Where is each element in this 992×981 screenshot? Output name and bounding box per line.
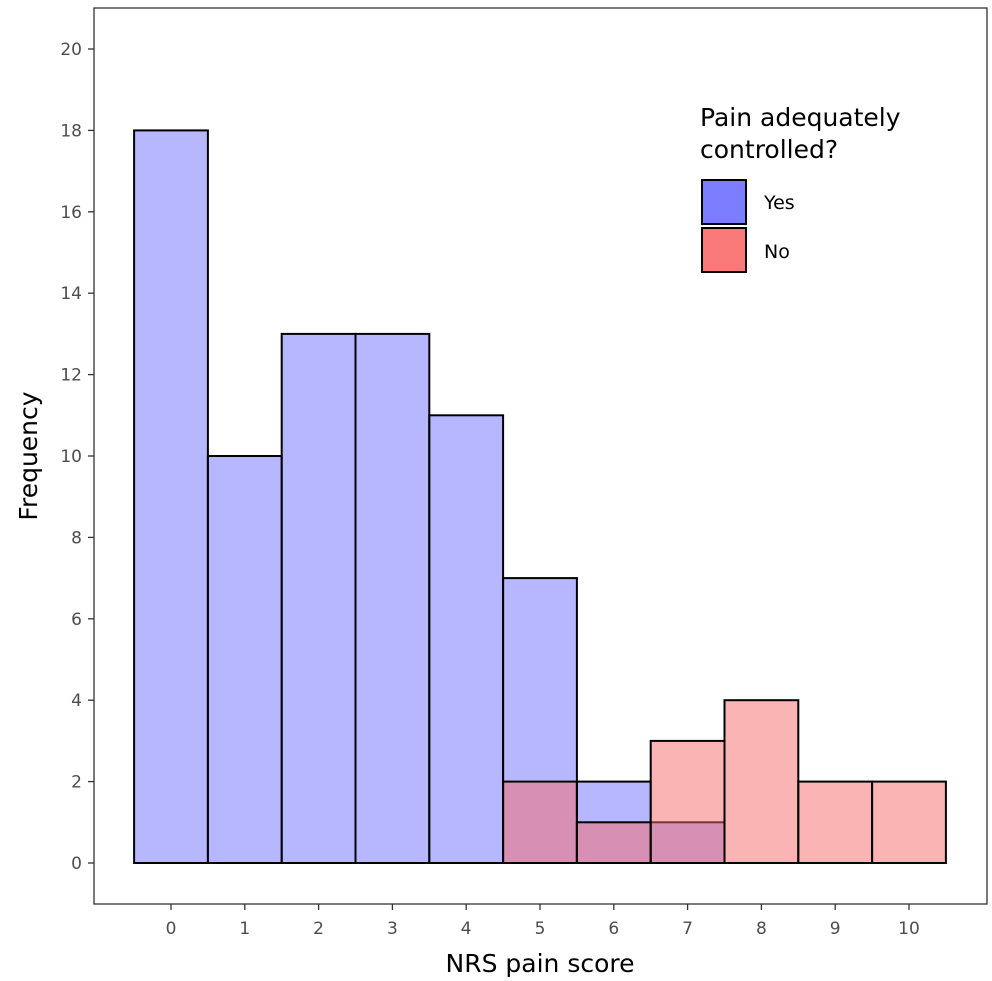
x-tick-label-0: 0 [166, 919, 177, 939]
x-tick-label-10: 10 [898, 919, 920, 939]
bar-yes-0 [133, 129, 209, 864]
y-tick-label-2: 2 [71, 773, 82, 793]
legend-title-line-1: Pain adequately [700, 103, 901, 132]
y-tick-label-8: 8 [71, 528, 82, 548]
y-tick-label-20: 20 [60, 40, 82, 60]
y-tick-label-14: 14 [60, 284, 82, 304]
legend: Pain adequately controlled? Yes No [700, 103, 901, 273]
y-axis-title: Frequency [14, 391, 43, 520]
x-tick-label-6: 6 [608, 919, 619, 939]
x-tick-label-4: 4 [461, 919, 472, 939]
y-tick-label-10: 10 [60, 447, 82, 467]
bar-yes-2 [280, 332, 357, 864]
legend-key-no [701, 227, 747, 273]
bar-no-8 [723, 699, 800, 865]
bar-yes-3 [354, 332, 431, 864]
legend-label-no: No [764, 241, 790, 263]
series-no [502, 699, 947, 865]
bar-yes-1 [206, 455, 283, 864]
bar-no-6 [575, 821, 652, 864]
y-axis: 0 2 4 6 8 10 12 14 16 18 20 [60, 40, 94, 874]
y-tick-label-4: 4 [71, 691, 82, 711]
bar-no-9 [797, 780, 874, 864]
bar-no-10 [871, 780, 947, 864]
y-tick-label-18: 18 [60, 121, 82, 141]
x-axis-title: NRS pain score [446, 949, 635, 978]
x-tick-label-5: 5 [535, 919, 546, 939]
y-tick-label-0: 0 [71, 854, 82, 874]
bars-layer [133, 129, 947, 865]
x-tick-label-8: 8 [756, 919, 767, 939]
legend-label-yes: Yes [763, 192, 795, 214]
x-tick-label-9: 9 [830, 919, 841, 939]
series-yes [133, 129, 726, 864]
y-tick-label-16: 16 [60, 203, 82, 223]
x-tick-label-1: 1 [239, 919, 250, 939]
legend-key-yes [701, 179, 747, 225]
y-tick-label-12: 12 [60, 366, 82, 386]
y-tick-label-6: 6 [71, 610, 82, 630]
legend-title-line-2: controlled? [700, 135, 838, 164]
x-tick-label-3: 3 [387, 919, 398, 939]
bar-no-7 [649, 739, 726, 865]
bar-yes-4 [428, 414, 505, 864]
bar-no-5 [502, 780, 578, 864]
x-axis: 0 1 2 3 4 5 6 7 8 9 10 [166, 904, 920, 939]
x-tick-label-2: 2 [313, 919, 324, 939]
x-tick-label-7: 7 [682, 919, 693, 939]
